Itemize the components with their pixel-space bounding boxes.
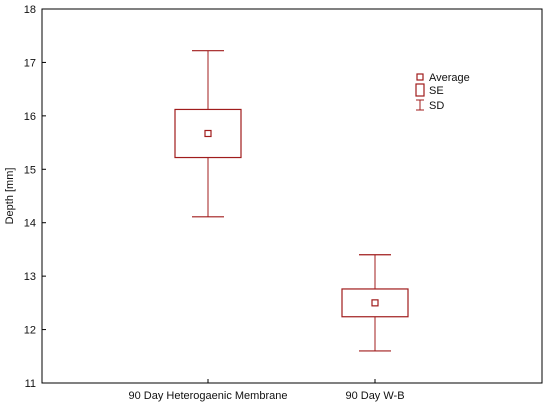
y-axis-ticks: 11 12 13 14 15 16 17 18	[24, 4, 46, 390]
box-series	[174, 50, 409, 352]
x-axis-ticks: 90 Day Heterogaenic Membrane 90 Day W-B	[129, 379, 405, 402]
se-box	[174, 108, 242, 159]
se-box	[341, 288, 409, 318]
average-marker	[204, 129, 212, 138]
legend-label: Average	[429, 72, 470, 84]
legend-label: SE	[429, 85, 444, 97]
legend-average-icon	[416, 73, 424, 81]
y-tick-label: 14	[24, 218, 36, 230]
plot-frame	[41, 8, 543, 384]
box-group	[341, 254, 409, 352]
legend-label: SD	[429, 100, 444, 112]
y-tick-label: 11	[25, 378, 36, 390]
y-tick-label: 18	[24, 4, 36, 16]
y-tick-label: 15	[24, 164, 36, 176]
x-category-label: 90 Day Heterogaenic Membrane	[129, 390, 288, 402]
x-category-label: 90 Day W-B	[345, 390, 404, 402]
y-axis-label: Depth [mm]	[4, 168, 16, 225]
box-group	[174, 50, 242, 218]
y-tick-label: 13	[24, 271, 36, 283]
average-marker	[371, 299, 379, 307]
y-tick-label: 17	[24, 57, 36, 69]
legend-se-icon	[415, 83, 425, 97]
y-tick-label: 12	[24, 325, 36, 337]
y-tick-label: 16	[24, 111, 36, 123]
